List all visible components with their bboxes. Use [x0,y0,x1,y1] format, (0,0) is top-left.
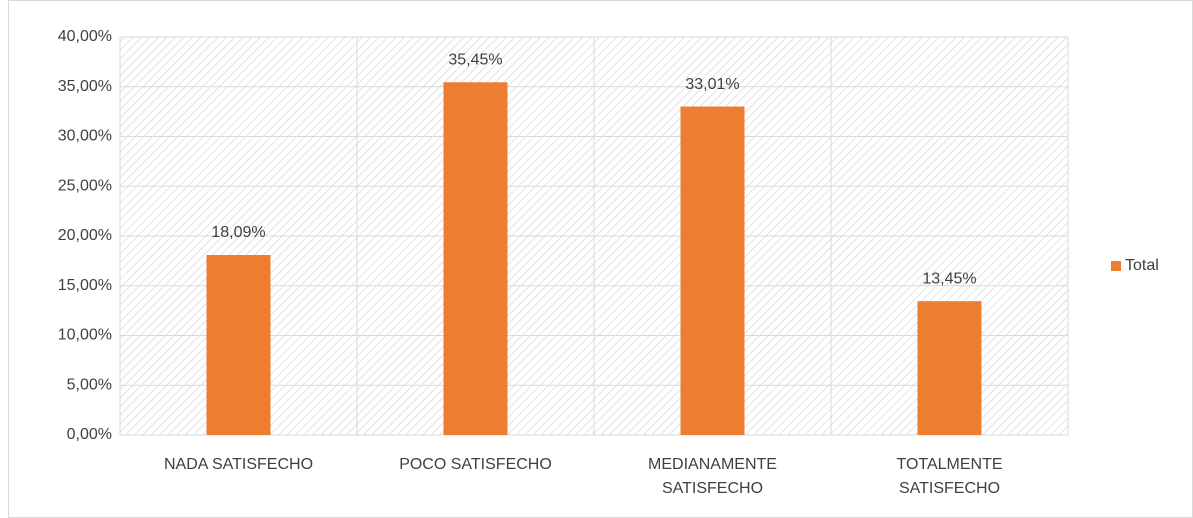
y-tick-label: 0,00% [67,426,112,443]
y-tick-label: 25,00% [58,177,112,194]
y-tick-label: 15,00% [58,277,112,294]
x-tick-label: NADA SATISFECHO [163,456,314,473]
y-tick-label: 20,00% [58,227,112,244]
data-label: 18,09% [211,224,265,241]
bar [680,106,745,435]
legend-label: Total [1125,257,1159,274]
data-label: 33,01% [685,76,739,93]
y-tick-label: 5,00% [67,376,112,393]
data-label: 13,45% [922,270,976,287]
x-tick-label: POCO SATISFECHO [399,456,552,473]
y-tick-label: 35,00% [58,78,112,95]
bar [917,301,982,435]
bar [206,255,271,435]
y-tick-label: 10,00% [58,327,112,344]
data-label: 35,45% [448,51,502,68]
legend-swatch [1111,261,1121,271]
x-tick-label: TOTALMENTE SATISFECHO [896,456,1003,497]
bar [443,82,508,436]
x-tick-label: MEDIANAMENTE SATISFECHO [648,456,777,497]
y-tick-label: 30,00% [58,128,112,145]
y-tick-label: 40,00% [58,28,112,45]
